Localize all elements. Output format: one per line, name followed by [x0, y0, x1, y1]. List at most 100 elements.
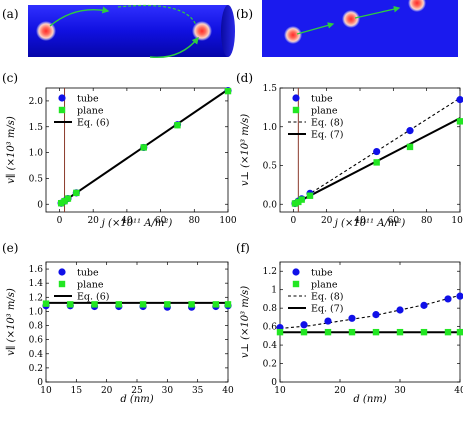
- plane-point: [444, 328, 452, 336]
- y-tick-label: 0.6: [29, 336, 44, 346]
- plane-point: [212, 301, 220, 308]
- legend-label: Eq. (6): [77, 291, 110, 302]
- x-axis-label: j (×10¹¹ A/m²): [100, 218, 173, 229]
- plane-point: [64, 195, 72, 202]
- plane-point: [396, 328, 404, 336]
- trajectory-arrow: [149, 36, 199, 59]
- legend-label: Eq. (7): [311, 129, 344, 140]
- y-tick-label: 0.5: [29, 174, 44, 184]
- x-tick-label: 20: [87, 216, 99, 226]
- y-tick-label: 2.0: [29, 97, 44, 107]
- trajectory-arrow: [354, 5, 401, 19]
- x-tick-label: 80: [421, 216, 433, 226]
- y-tick-label: 1.2: [29, 293, 43, 303]
- x-axis-label: d (nm): [353, 394, 386, 405]
- x-axis-label: j (×10¹¹ A/m²): [333, 218, 406, 229]
- y-tick-label: 1.5: [29, 123, 44, 133]
- tube-point: [406, 127, 414, 135]
- y-tick-label: 0.6: [263, 323, 278, 333]
- chart-d: 0 20 40 60 80 100 0.0 0.5 1.0 1.5 j (×10¹¹ A/m²) v⊥…: [240, 84, 463, 229]
- y-tick-label: 0.5: [263, 162, 278, 172]
- y-axis-label: v⊥ (×10³ m/s): [240, 286, 251, 358]
- legend-label: tube: [77, 93, 99, 104]
- plane-point: [348, 328, 356, 336]
- y-tick-label: 0: [271, 378, 277, 388]
- y-tick-label: 1.0: [29, 307, 44, 317]
- plot-frame: [45, 87, 229, 213]
- x-tick-label: 60: [155, 216, 167, 226]
- legend-label: Eq. (8): [311, 291, 344, 302]
- legend-label: Eq. (6): [77, 117, 110, 128]
- plane-point: [42, 300, 50, 307]
- legend-label: plane: [77, 105, 104, 116]
- legend-marker-plane: [292, 106, 300, 114]
- x-tick-label: 25: [131, 386, 143, 396]
- plane-point: [174, 122, 181, 129]
- y-tick-label: 1.5: [263, 84, 278, 94]
- plane-point: [224, 301, 232, 308]
- y-tick-label: 0.2: [263, 360, 277, 370]
- plane-point: [324, 328, 332, 336]
- panel-label-c: (c): [2, 71, 18, 85]
- plane-point: [164, 301, 171, 308]
- plane-point: [139, 301, 147, 308]
- x-tick-label: 60: [388, 216, 400, 226]
- tube-point: [456, 96, 463, 104]
- x-tick-label: 100: [219, 216, 236, 226]
- trajectory-arrow: [117, 4, 197, 26]
- plane-point: [140, 144, 147, 151]
- plane-point: [300, 328, 308, 336]
- x-axis-label: d (nm): [120, 394, 153, 405]
- x-tick-label: 10: [40, 386, 52, 396]
- legend-marker-plane: [292, 280, 300, 288]
- tube-point: [373, 147, 381, 156]
- series-line-eq-8-: [279, 294, 461, 330]
- legend-label: plane: [77, 279, 104, 290]
- panel-label-a: (a): [2, 7, 19, 21]
- y-tick-label: 1.2: [263, 267, 277, 277]
- legend-label: Eq. (8): [311, 117, 344, 128]
- trajectory-arrow: [49, 6, 110, 27]
- plot-frame: [279, 87, 461, 213]
- plane-point: [420, 328, 428, 336]
- chart-f: 10 20 30 40 0 0.2 0.4 0.6 0.8 1 1.2 d (nm) v⊥ (×10³ …: [240, 261, 463, 405]
- legend-label: tube: [311, 267, 333, 278]
- tube-point: [372, 311, 380, 319]
- y-tick-label: 0.8: [263, 304, 278, 314]
- plane-point: [188, 301, 195, 308]
- y-axis-label: v∥ (×10³ m/s): [5, 288, 17, 356]
- x-tick-label: 40: [121, 216, 133, 226]
- legend-label: Eq. (7): [311, 303, 344, 314]
- plot-frame: [279, 261, 461, 383]
- tube-point: [324, 317, 332, 325]
- tube-point: [444, 295, 452, 303]
- y-tick-label: 0.2: [29, 364, 43, 374]
- trajectory-arrow: [296, 22, 335, 35]
- plane-point: [73, 189, 80, 197]
- tube-end-cap: [221, 5, 235, 57]
- x-tick-label: 40: [354, 216, 366, 226]
- legend-marker-tube: [292, 94, 300, 102]
- x-tick-label: 35: [192, 386, 204, 396]
- plane-point: [91, 301, 98, 308]
- plane-point: [373, 159, 380, 166]
- plane-point: [406, 143, 414, 151]
- legend-marker-tube: [292, 268, 300, 276]
- y-tick-label: 0.0: [263, 200, 278, 210]
- y-tick-label: 0: [37, 200, 43, 210]
- tube-point: [420, 301, 428, 309]
- y-tick-label: 1.0: [263, 123, 278, 133]
- x-tick-label: 10: [274, 386, 286, 396]
- legend-marker-plane: [58, 106, 66, 114]
- x-tick-label: 30: [162, 386, 174, 396]
- y-tick-label: 1: [271, 286, 277, 296]
- x-tick-label: 30: [394, 386, 406, 396]
- plane-point: [67, 301, 74, 308]
- x-tick-label: 15: [71, 386, 83, 396]
- y-tick-label: 0.4: [263, 341, 278, 351]
- panel-label-d: (d): [236, 71, 253, 85]
- panel-label-e: (e): [2, 241, 18, 255]
- x-tick-label: 0: [290, 216, 296, 226]
- plane-point: [295, 198, 302, 206]
